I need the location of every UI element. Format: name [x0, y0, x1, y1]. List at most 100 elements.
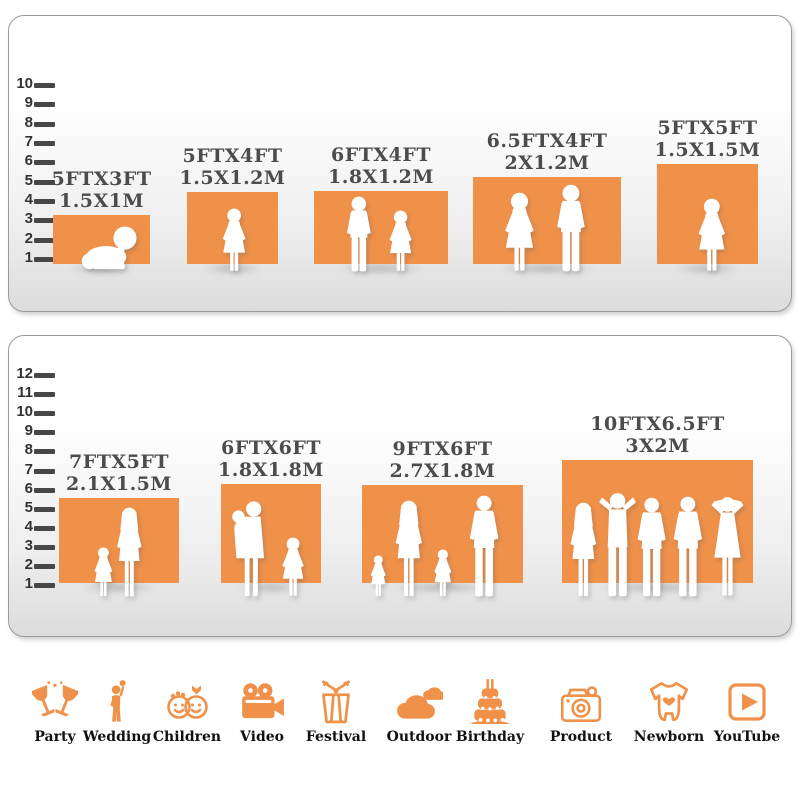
backdrop-size-m: 1.8X1.2M: [328, 166, 434, 188]
category-video: Video: [214, 676, 310, 745]
ruler-number: 1: [24, 575, 33, 593]
boy-figure: [548, 184, 594, 272]
category-outdoor: Outdoor: [371, 676, 467, 745]
newborn-icon: [621, 676, 717, 724]
backdrop-size-ft: 6FTX4FT: [331, 144, 431, 166]
category-festival: Festival: [288, 676, 384, 745]
birthday-icon: [442, 676, 538, 724]
backdrop-swatch: [562, 460, 753, 597]
ruler-tick-mark: [34, 218, 55, 224]
man-silhouette-icon: [637, 497, 666, 597]
outdoor-icon: [397, 687, 443, 719]
girl-silhouette-icon: [433, 549, 452, 597]
category-label: Children: [152, 729, 222, 745]
backdrop-size-m: 1.5X1.2M: [179, 167, 286, 189]
woman-silhouette-icon: [570, 502, 597, 597]
category-newborn: Newborn: [621, 676, 717, 745]
girl-silhouette-icon: [389, 210, 413, 271]
backdrop-size-ft: 10FTX6.5FT: [590, 413, 725, 435]
ruler-tick-mark: [34, 102, 55, 108]
category-children: Children: [139, 676, 235, 745]
ruler-tick-mark: [34, 487, 55, 493]
backdrop-size-ft: 5FTX3FT: [51, 168, 152, 190]
woman-silhouette-icon: [116, 507, 142, 597]
ruler-tick-mark: [34, 449, 55, 455]
video-icon: [242, 683, 284, 719]
ruler-tick-mark: [34, 411, 55, 417]
girl-silhouette-icon: [698, 198, 725, 271]
ruler-tick-mark: [34, 468, 55, 474]
backdrop-swatch: [473, 177, 621, 272]
backdrop-size-label: 7FTX5FT 2.1X1.5M: [0, 451, 249, 495]
ruler-tick-mark: [34, 525, 55, 531]
backdrop-size-ft: 9FTX6FT: [392, 438, 493, 460]
ruler-number: 7: [24, 132, 33, 150]
ruler-tick-mark: [34, 256, 55, 262]
backdrop-size-m: 2.1X1.5M: [66, 473, 172, 495]
man-silhouette-icon: [673, 496, 702, 597]
newborn-icon: [649, 681, 689, 722]
man-figure: [631, 497, 672, 597]
festival-icon: [321, 680, 351, 724]
boy-silhouette-icon: [557, 184, 585, 272]
category-label: Birthday: [455, 729, 525, 745]
backdrop-swatch: [187, 192, 278, 271]
man-figure: [667, 496, 709, 597]
girl-silhouette-icon: [504, 192, 534, 271]
ruler-number: 7: [24, 460, 33, 478]
outdoor-icon: [371, 676, 467, 724]
children-icon: [167, 685, 208, 719]
ruler-number: 10: [16, 75, 33, 92]
backdrop-size-label: 5FTX5FT 1.5X1.5M: [578, 117, 800, 161]
category-birthday: Birthday: [442, 676, 538, 745]
backdrop-size-label: 6FTX6FT 1.8X1.8M: [141, 437, 401, 481]
backdrop-size-m: 3X2M: [625, 435, 690, 457]
ruler-number: 6: [24, 479, 33, 497]
girl-figure: [367, 555, 390, 597]
ruler-number: 6: [24, 152, 33, 170]
woman-hat-figure: [702, 495, 753, 597]
woman-silhouette-icon: [395, 500, 422, 597]
backdrop-size-m: 1.8X1.8M: [218, 459, 324, 481]
category-label: Festival: [305, 729, 367, 745]
ruler-tick-mark: [34, 564, 55, 569]
backdrop-size-ft: 6.5FTX4FT: [486, 130, 608, 152]
girl-silhouette-icon: [94, 547, 112, 597]
backdrop-size-ft: 6FTX6FT: [221, 437, 321, 459]
ruler-number: 11: [17, 384, 33, 402]
category-youtube: YouTube: [699, 676, 795, 745]
ruler-tick-mark: [34, 506, 55, 512]
woman-hat-silhouette-icon: [711, 497, 744, 596]
backdrop-size-m: 1.5X1.5M: [654, 139, 761, 161]
girl-figure: [384, 210, 417, 272]
backdrop-size-label: 6FTX4FT 1.8X1.2M: [251, 144, 511, 188]
ruler-tick-mark: [34, 179, 55, 185]
category-label: YouTube: [713, 729, 781, 745]
ruler-number: 3: [24, 210, 33, 228]
category-label: Video: [240, 729, 284, 745]
backdrop-size-ft: 5FTX5FT: [657, 117, 758, 139]
girl-figure: [277, 537, 309, 597]
category-label: Party: [34, 729, 76, 745]
backdrop-size-label: 5FTX4FT 1.5X1.2M: [103, 145, 363, 189]
boy-silhouette-icon: [347, 196, 371, 272]
girl-figure: [430, 549, 456, 597]
category-wedding: Wedding: [69, 676, 165, 745]
backdrop-size-label: 9FTX6FT 2.7X1.8M: [313, 438, 573, 482]
girl-figure: [498, 192, 541, 272]
man-silhouette-icon: [470, 495, 499, 597]
category-label: Newborn: [633, 729, 705, 745]
party-icon: [32, 681, 78, 717]
woman-figure: [110, 507, 149, 597]
category-label: Product: [549, 729, 613, 745]
girl-silhouette-icon: [223, 208, 246, 271]
backdrop-size-ft: 5FTX4FT: [182, 145, 283, 167]
woman-figure: [563, 502, 604, 597]
ruler-number: 2: [24, 229, 33, 247]
product-icon: [560, 686, 602, 723]
category-party: Party: [7, 676, 103, 745]
party-icon: [7, 676, 103, 724]
children-icon: [139, 676, 235, 724]
ruler-tick-mark: [34, 237, 55, 243]
video-icon: [214, 676, 310, 724]
